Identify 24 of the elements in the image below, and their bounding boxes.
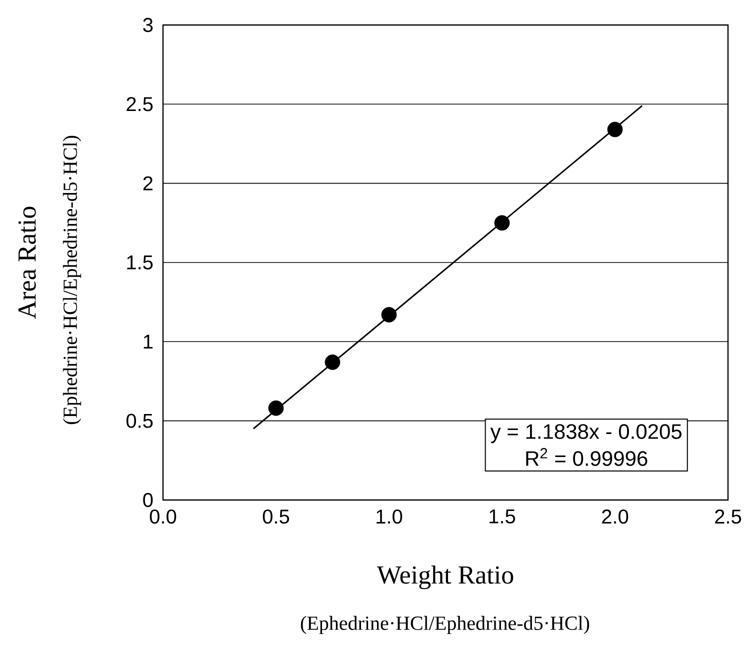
point <box>381 307 397 322</box>
annotation: R$^{2}$ = 0.99996 <box>526 448 648 466</box>
x-tick-label: 0.0 <box>150 510 176 524</box>
x-tick-label: 2.0 <box>602 510 628 524</box>
y-tick-label: 1.5 <box>127 256 153 270</box>
y-tick-label: 2.5 <box>126 97 153 112</box>
y-tick-label: 1 <box>144 334 153 349</box>
annotation: y = 1.1838x - 0.0205 <box>490 424 682 444</box>
x-tick-label: 2.5 <box>715 510 742 524</box>
y-tick-label: 0 <box>143 492 153 508</box>
y-tick-label: 3 <box>143 18 153 32</box>
point <box>607 122 623 138</box>
x-tick-label: 0.5 <box>262 510 290 524</box>
text: (Ephedrine·HCl/Ephedrine-d5·HCl) <box>300 616 590 634</box>
y-tick-label: 0.5 <box>126 414 153 428</box>
point <box>268 400 284 416</box>
x-axis-title: Weight Ratio <box>376 566 514 590</box>
point <box>324 354 340 370</box>
point <box>494 215 510 231</box>
y-tick-label: 2 <box>143 176 152 190</box>
text: (Ephedrine·HCl/Ephedrine-d5·HCl) <box>62 136 82 424</box>
y-axis-title: Area Ratio <box>18 206 36 319</box>
x-tick-label: 1.5 <box>490 510 516 524</box>
x-tick-label: 1.0 <box>376 510 402 524</box>
